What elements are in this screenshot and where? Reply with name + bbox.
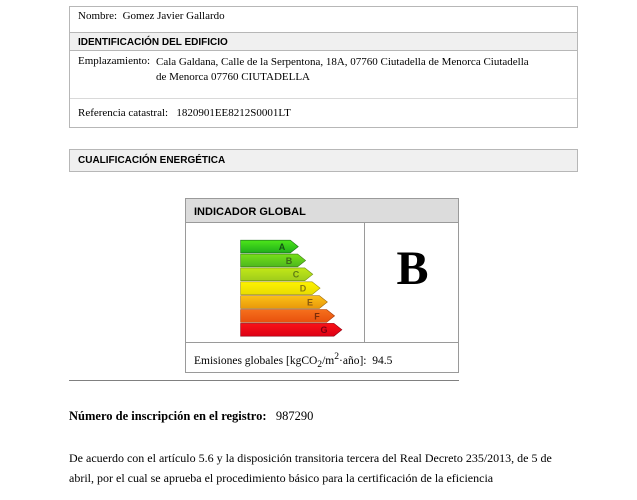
svg-text:E: E: [307, 297, 313, 307]
svg-text:F: F: [314, 311, 320, 321]
svg-text:A: A: [279, 242, 286, 252]
svg-text:B: B: [286, 256, 293, 266]
svg-text:G: G: [320, 325, 327, 335]
svg-text:C: C: [293, 270, 300, 280]
svg-text:D: D: [300, 284, 307, 294]
